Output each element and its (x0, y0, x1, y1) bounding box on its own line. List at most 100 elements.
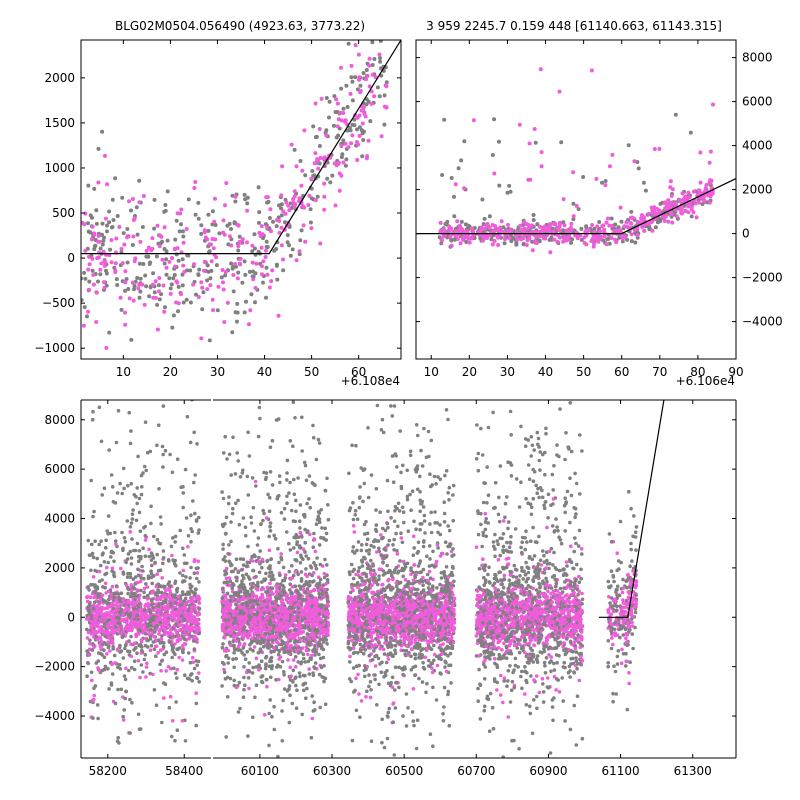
gray-point (442, 117, 447, 122)
gray-point (82, 305, 87, 310)
magenta-point (202, 259, 207, 264)
gray-point (343, 163, 348, 168)
gray-point (150, 581, 154, 586)
magenta-point (136, 599, 141, 604)
gray-point (130, 517, 135, 521)
magenta-point (131, 622, 135, 627)
panel-top-left: BLG02M0504.056490 (4923.63, 3773.22) 10 2… (34, 19, 402, 388)
gray-point (200, 307, 205, 312)
gray-point (290, 247, 295, 252)
gray-point (489, 237, 494, 242)
gray-point (160, 720, 164, 725)
gray-point (137, 559, 141, 563)
gray-point (152, 534, 156, 539)
gray-point (138, 628, 143, 633)
magenta-point (195, 571, 200, 575)
magenta-point (173, 642, 177, 646)
gray-point (186, 534, 191, 538)
gray-point (86, 183, 91, 188)
gray-point (181, 300, 186, 305)
x-offset-label-top-right: +6.106e4 (676, 374, 735, 388)
magenta-point (121, 597, 126, 601)
magenta-point (190, 655, 195, 660)
magenta-point (316, 166, 321, 171)
magenta-point (237, 261, 242, 266)
magenta-point (157, 632, 161, 636)
magenta-point (238, 240, 243, 245)
gray-point (641, 180, 646, 185)
gray-point (163, 682, 168, 686)
x-tick-label: 90 (728, 365, 743, 379)
gray-point (344, 83, 349, 88)
gray-point (308, 207, 313, 212)
gray-point (117, 617, 121, 621)
magenta-point (236, 244, 241, 249)
gray-point (149, 627, 153, 632)
gray-point (243, 272, 248, 277)
gray-point (249, 521, 254, 525)
magenta-point (594, 235, 599, 240)
magenta-point (86, 616, 91, 620)
x-tick-label: 60 (614, 365, 629, 379)
magenta-point (194, 626, 198, 631)
gray-point (152, 647, 157, 652)
gray-point (346, 41, 351, 46)
gray-point (605, 237, 610, 242)
magenta-point (322, 181, 327, 186)
x-tick-label: 80 (690, 365, 705, 379)
magenta-point (130, 197, 135, 201)
magenta-point (309, 176, 314, 181)
gray-point (143, 273, 148, 278)
gray-point (521, 242, 526, 247)
magenta-point (192, 262, 196, 267)
magenta-point (181, 568, 186, 573)
gray-point (121, 572, 126, 576)
magenta-point (578, 233, 583, 238)
magenta-point (479, 225, 484, 230)
gray-point (158, 568, 163, 572)
gray-point (242, 310, 247, 315)
x-tick-label: 10 (116, 365, 131, 379)
gray-point (249, 515, 253, 519)
gray-point (120, 195, 125, 200)
magenta-point (622, 224, 627, 229)
magenta-point (96, 234, 101, 238)
magenta-point (110, 638, 115, 643)
magenta-point (172, 615, 176, 620)
magenta-point (85, 636, 90, 640)
gray-point (242, 588, 247, 592)
magenta-point (254, 656, 259, 661)
gray-point (227, 640, 232, 645)
magenta-point (709, 178, 714, 183)
gray-point (188, 586, 193, 590)
gray-point (197, 680, 201, 684)
magenta-point (86, 267, 91, 272)
gray-point (322, 679, 326, 684)
gray-point (266, 590, 270, 595)
gray-point (134, 518, 139, 523)
magenta-point (108, 614, 113, 618)
gray-point (147, 554, 151, 559)
gray-point (129, 481, 134, 486)
gray-point (181, 491, 186, 495)
magenta-point (180, 658, 185, 662)
magenta-point (164, 589, 168, 593)
magenta-point (133, 256, 138, 261)
magenta-point (192, 604, 197, 609)
magenta-point (163, 619, 168, 623)
magenta-point (552, 237, 557, 242)
gray-point (253, 300, 257, 305)
gray-point (581, 175, 586, 179)
gray-point (262, 511, 266, 516)
magenta-point (267, 285, 272, 290)
x-tick-label: 70 (652, 365, 667, 379)
gray-point (178, 571, 182, 575)
gray-point (181, 485, 185, 489)
magenta-point (272, 646, 276, 650)
magenta-point (313, 101, 318, 106)
gray-point (298, 503, 303, 507)
gray-point (246, 544, 250, 549)
gray-point (189, 565, 193, 570)
gray-point (317, 672, 322, 677)
